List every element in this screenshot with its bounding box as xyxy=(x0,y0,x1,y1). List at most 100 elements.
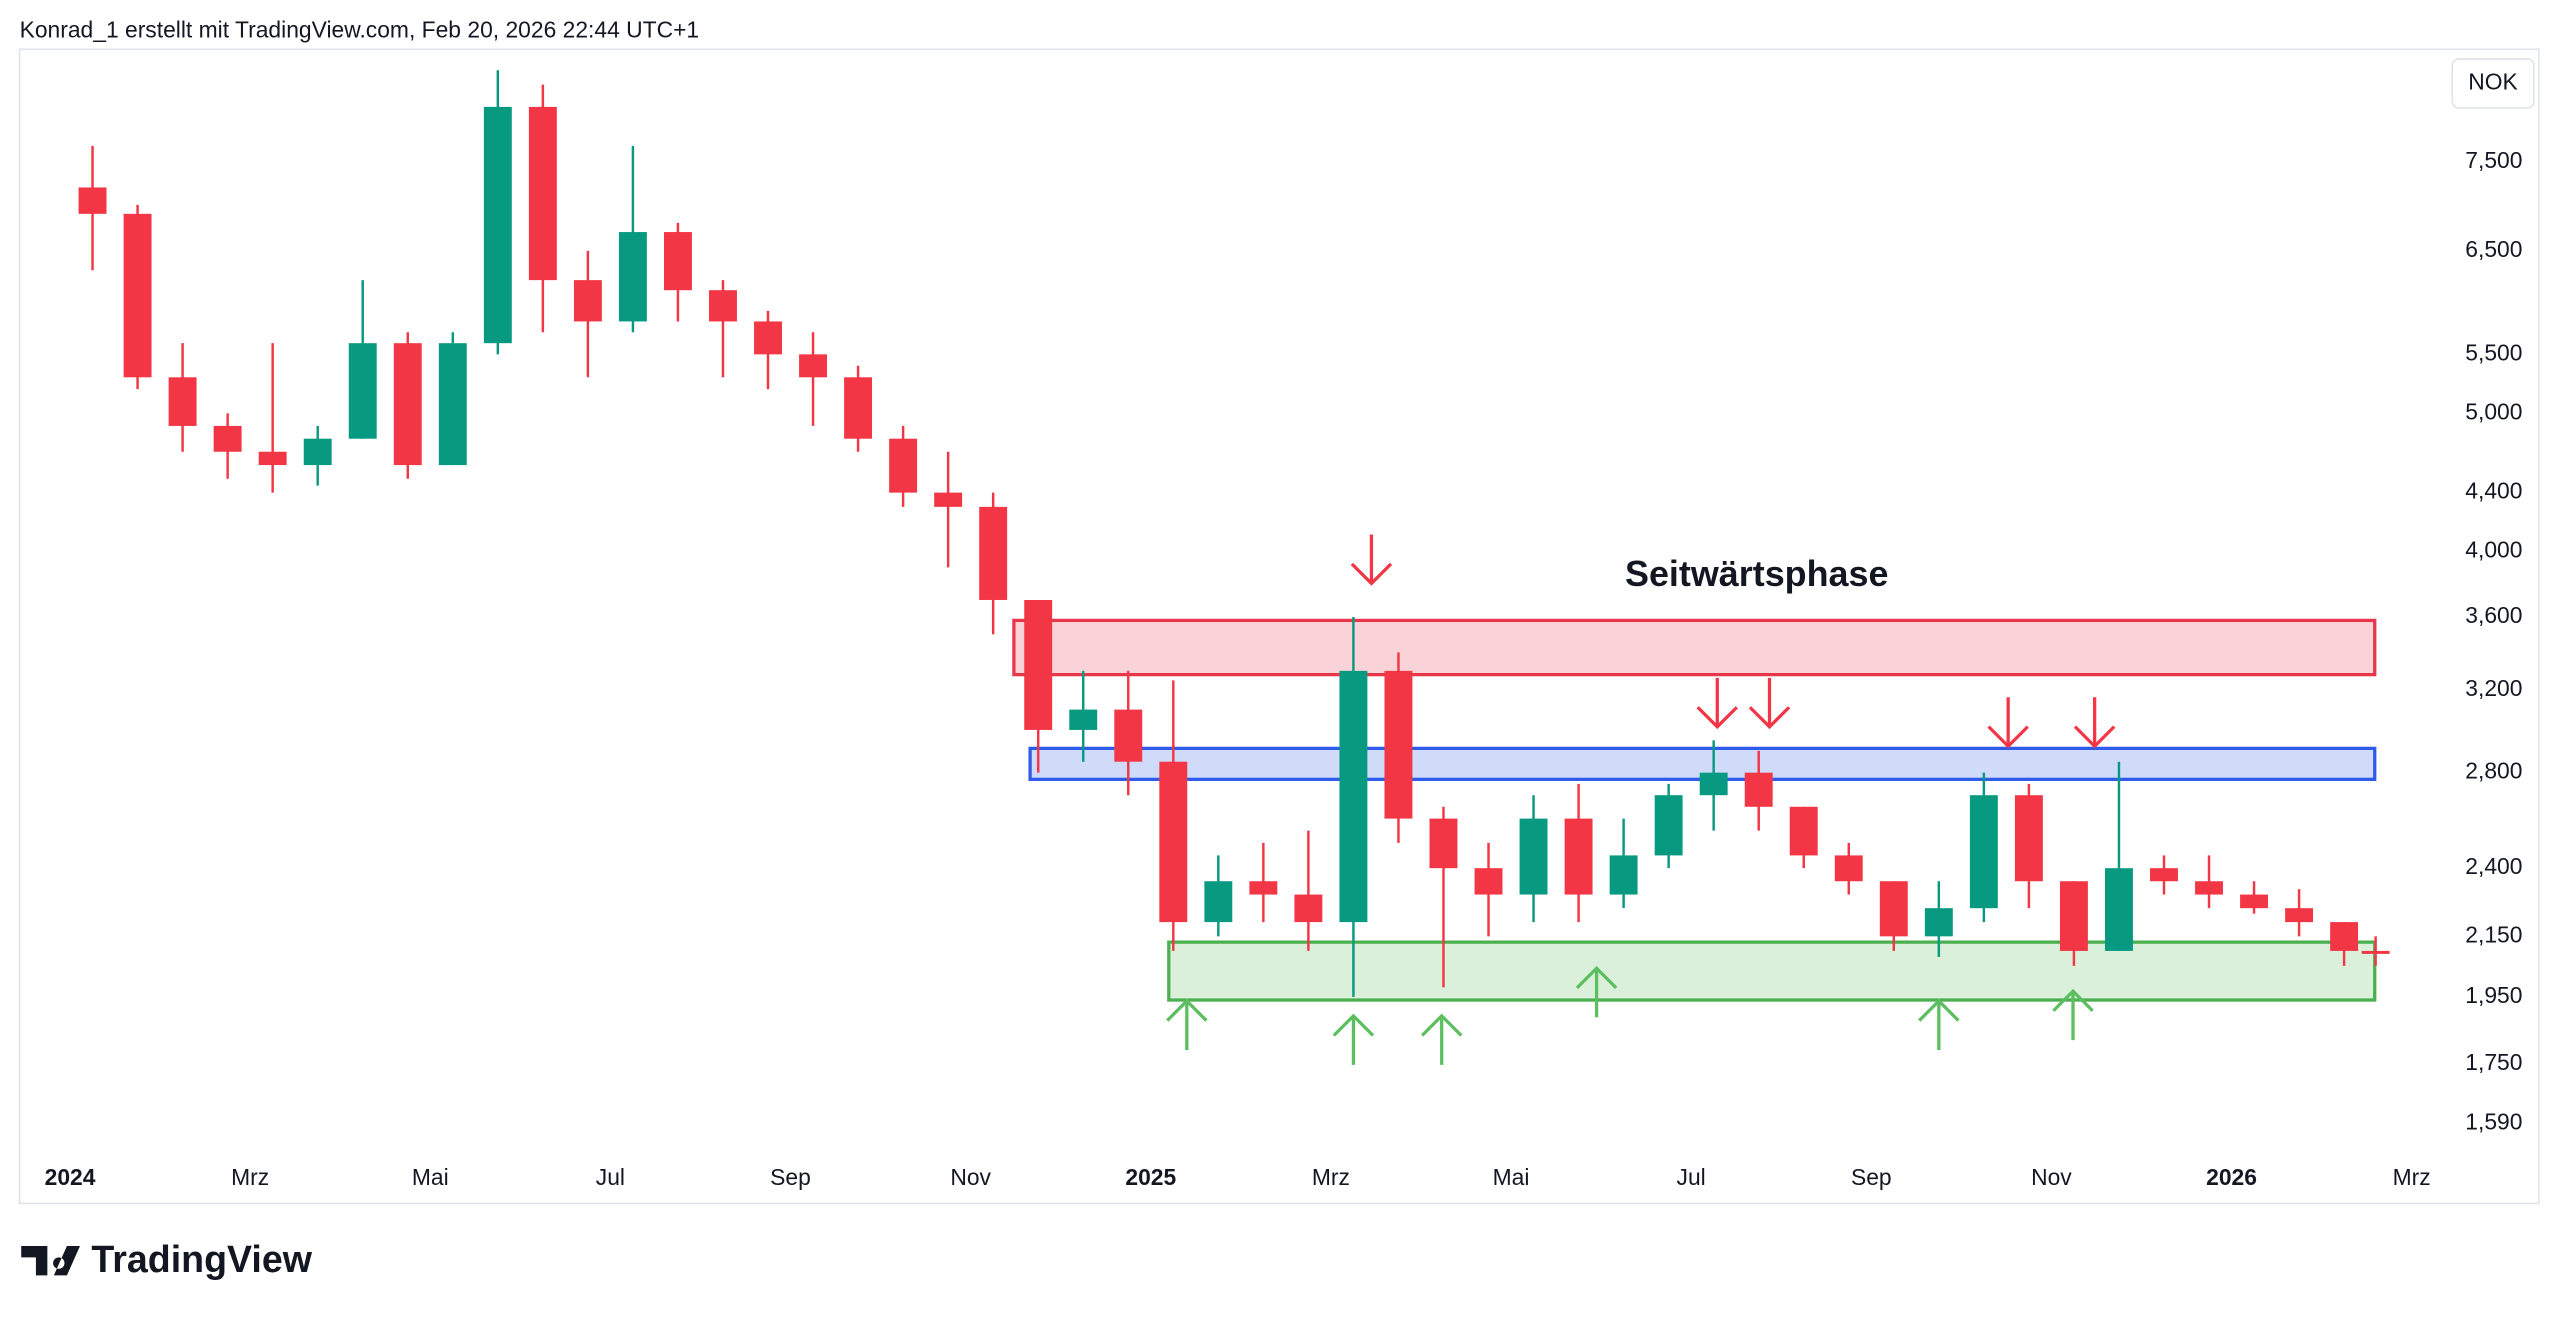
x-tick-label: 2025 xyxy=(1125,1164,1176,1190)
arrow xyxy=(1987,697,2029,749)
y-tick-label: 1,750 xyxy=(2465,1049,2522,1075)
candle-body xyxy=(1339,670,1368,923)
header: Konrad_1 erstellt mit TradingView.com, F… xyxy=(20,16,700,42)
chart-frame xyxy=(18,48,2540,1205)
currency-label: NOK xyxy=(2468,69,2518,95)
y-tick-label: 2,150 xyxy=(2465,921,2522,947)
candle-body xyxy=(1744,772,1773,807)
candle-body xyxy=(2285,908,2314,923)
candle-body xyxy=(1924,908,1953,937)
candle-body xyxy=(483,106,512,344)
candle-body xyxy=(2059,881,2088,951)
candle-body xyxy=(1969,795,1998,909)
candle-body xyxy=(1429,818,1458,869)
candle-body xyxy=(663,232,692,291)
arrow xyxy=(1748,677,1791,730)
x-tick-label: Nov xyxy=(950,1164,991,1190)
candle-body xyxy=(2240,894,2269,909)
y-tick-label: 6,500 xyxy=(2465,236,2522,262)
candle-body xyxy=(123,213,152,378)
candle-body xyxy=(889,438,918,493)
candle-body xyxy=(528,106,557,281)
candle-body xyxy=(78,187,107,214)
y-tick-label: 7,500 xyxy=(2465,147,2522,173)
candle-body xyxy=(2361,950,2390,954)
candle-body xyxy=(438,343,467,466)
brand-name: TradingView xyxy=(91,1238,312,1280)
candle-body xyxy=(1474,868,1503,895)
candle-body xyxy=(303,438,332,466)
x-tick-label: Mai xyxy=(412,1164,449,1190)
candle-body xyxy=(1159,761,1188,923)
y-tick-label: 4,400 xyxy=(2465,478,2522,504)
x-tick-label: Nov xyxy=(2031,1164,2072,1190)
candle-body xyxy=(1609,855,1638,895)
x-tick-label: Mai xyxy=(1493,1164,1530,1190)
currency-box xyxy=(2451,58,2535,109)
candle-body xyxy=(1384,670,1413,819)
candle-body xyxy=(1564,818,1593,895)
y-tick-label: 5,000 xyxy=(2465,398,2522,424)
zone xyxy=(1012,618,2377,677)
brand-logo: TradingView xyxy=(21,1238,313,1280)
arrow xyxy=(2052,988,2094,1041)
annotation: Seitwärtsphase xyxy=(1625,553,1888,594)
candle-body xyxy=(1114,709,1143,762)
x-tick-label: Jul xyxy=(1677,1164,1706,1190)
y-tick-label: 5,500 xyxy=(2465,339,2522,365)
candle-body xyxy=(979,506,1008,600)
y-tick-label: 2,400 xyxy=(2465,853,2522,879)
candle-body xyxy=(2330,922,2359,951)
candle-body xyxy=(1654,795,1683,856)
axes: 7,500 6,500 5,500 5,000 4,400 4,000 3,600 3,200… xyxy=(45,147,2523,1190)
brand-icon xyxy=(21,1245,81,1276)
candle-body xyxy=(1024,599,1053,730)
y-tick-label: 3,200 xyxy=(2465,675,2522,701)
candle-body xyxy=(1834,855,1863,882)
arrow xyxy=(1918,998,1960,1050)
candle-body xyxy=(1294,894,1323,923)
candle-body xyxy=(2195,881,2223,895)
x-tick-label: 2026 xyxy=(2206,1164,2257,1190)
arrow xyxy=(1575,965,1618,1018)
candle-body xyxy=(258,451,287,466)
zones xyxy=(1012,618,2377,1002)
y-tick-label: 3,600 xyxy=(2465,602,2522,628)
arrow xyxy=(1350,534,1393,586)
candle-body xyxy=(709,290,737,322)
candle-body xyxy=(799,354,828,378)
candle-body xyxy=(1249,881,1278,895)
candle-body xyxy=(2150,868,2178,882)
arrow xyxy=(1420,1013,1463,1065)
x-tick-label: Mrz xyxy=(1312,1164,1350,1190)
arrow xyxy=(2073,697,2116,749)
y-tick-label: 4,000 xyxy=(2465,537,2522,563)
x-tick-label: Sep xyxy=(1851,1164,1892,1190)
candle-body xyxy=(1204,881,1233,923)
arrows xyxy=(1166,534,2116,1065)
y-tick-label: 1,590 xyxy=(2465,1108,2522,1134)
candle-body xyxy=(573,280,602,322)
candle-body xyxy=(1879,881,1908,937)
candles xyxy=(78,70,2390,997)
arrow xyxy=(1332,1013,1375,1065)
zone xyxy=(1167,940,2377,1002)
candle-body xyxy=(348,343,377,439)
candle-body xyxy=(168,377,197,426)
candle-body xyxy=(1789,806,1818,856)
candle-body xyxy=(213,425,242,452)
arrow xyxy=(1166,998,1208,1050)
x-tick-label: Mrz xyxy=(231,1164,269,1190)
x-tick-label: 2024 xyxy=(45,1164,96,1190)
candle-body xyxy=(393,343,422,466)
x-tick-label: Mrz xyxy=(2393,1164,2431,1190)
candle-body xyxy=(754,321,782,355)
candle-body xyxy=(934,492,963,507)
x-tick-label: Sep xyxy=(770,1164,811,1190)
candle-body xyxy=(2104,868,2133,951)
candle-body xyxy=(1699,772,1728,796)
x-tick-label: Jul xyxy=(596,1164,625,1190)
